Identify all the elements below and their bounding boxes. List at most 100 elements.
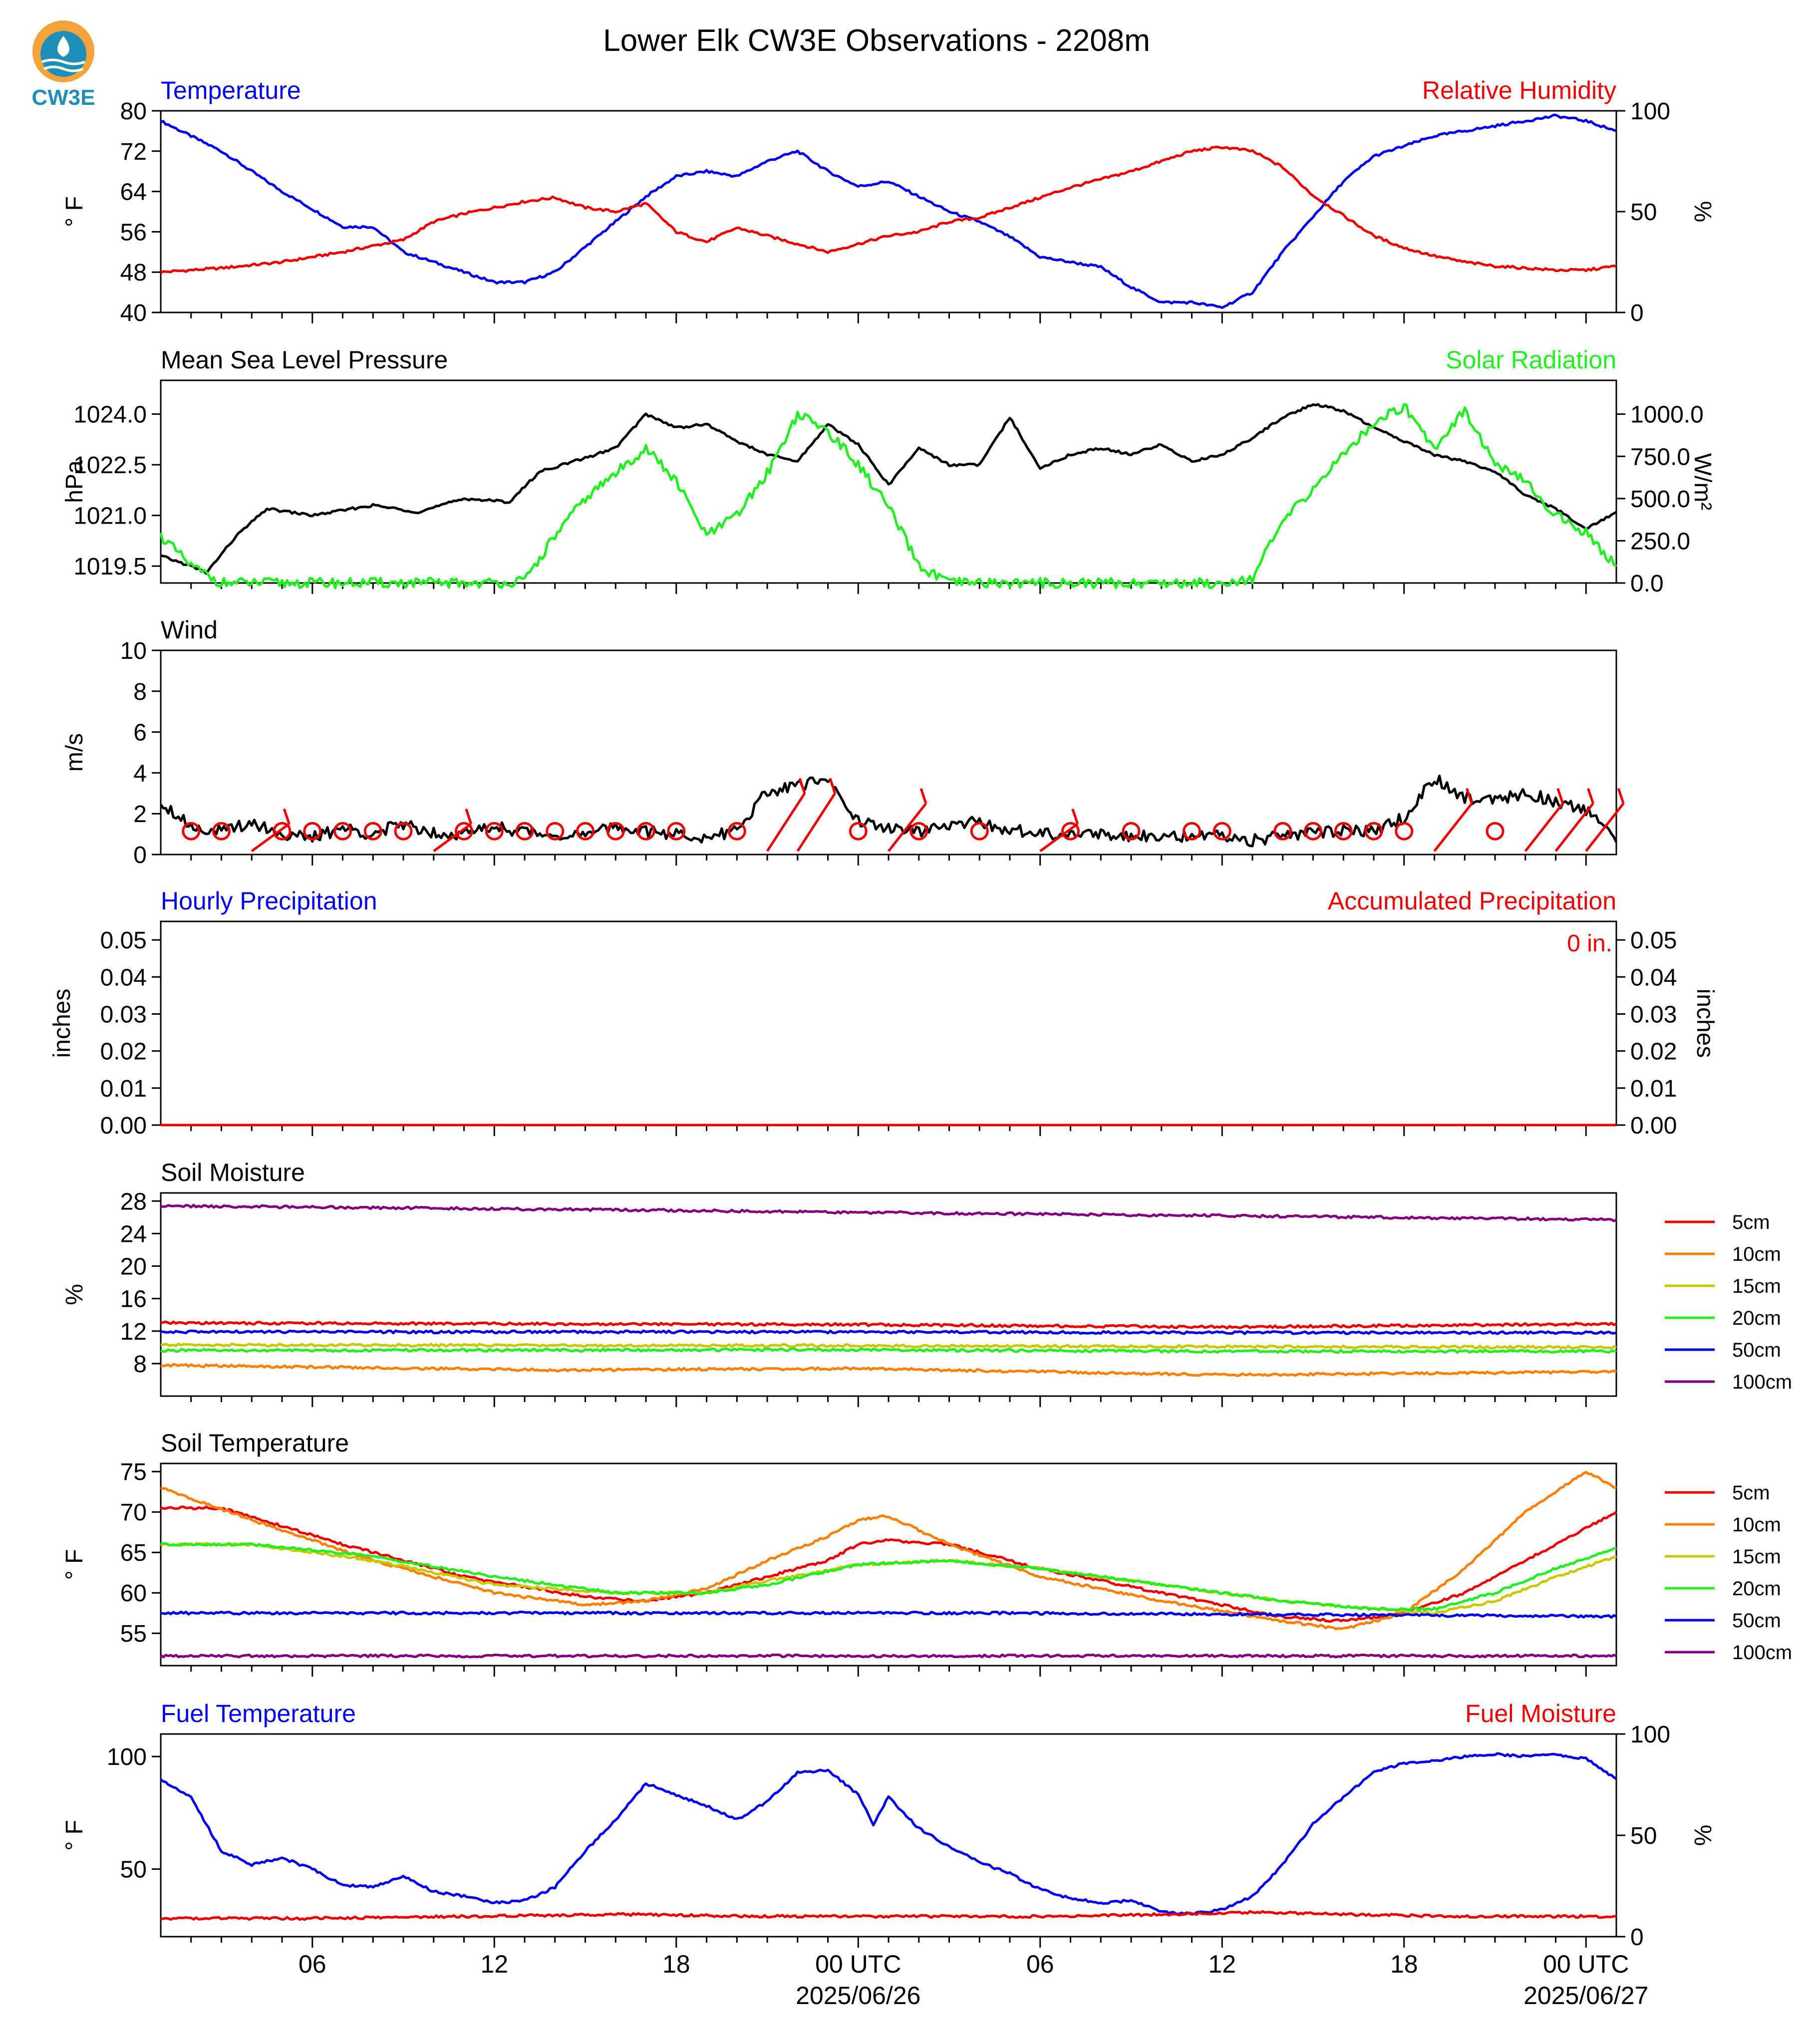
ytick-label-right: 250.0 xyxy=(1630,528,1690,555)
wind-barb-flag xyxy=(1466,788,1473,804)
ylabel-right: inches xyxy=(1692,989,1718,1058)
ytick-label-left: 6 xyxy=(133,720,147,746)
series-line-50cm xyxy=(160,1610,1617,1619)
ytick-label-left: 60 xyxy=(120,1580,147,1607)
ytick-label-right: 1000.0 xyxy=(1630,402,1704,428)
series-line-50cm xyxy=(160,1329,1617,1335)
wind-barb-flag xyxy=(919,788,927,804)
wind-barb-flag xyxy=(1556,788,1564,804)
ytick-label-left: 55 xyxy=(120,1621,147,1647)
ytick-label-left: 75 xyxy=(120,1459,147,1485)
wind-barb-calm xyxy=(636,822,655,841)
wind-barb-staff xyxy=(1433,803,1473,852)
ytick-label-left: 16 xyxy=(120,1286,147,1313)
panel-1: Temperature Relative Humidity 40 48 56 64 72 80… xyxy=(61,76,1716,326)
series-line xyxy=(159,403,1617,589)
ytick-label-left: 28 xyxy=(120,1188,147,1215)
ytick-label-left: 8 xyxy=(133,679,147,705)
wind-barb-flag xyxy=(829,778,837,794)
wind-barb-calm xyxy=(303,822,322,841)
ylabel-right: W/m² xyxy=(1689,453,1716,511)
wind-barb-calm xyxy=(1213,822,1231,841)
wind-barb-calm xyxy=(182,822,201,841)
series-line xyxy=(160,113,1617,309)
series-line-20cm xyxy=(160,1347,1617,1354)
legend-label-100cm: 100cm xyxy=(1732,1371,1792,1393)
ylabel-left: hPa xyxy=(61,460,88,503)
panel-2: Mean Sea Level Pressure Solar Radiation 10… xyxy=(61,346,1716,597)
panel-title-right: Accumulated Precipitation xyxy=(1328,887,1616,915)
panel-6: Soil Temperature 55 60 65 70 75 ° F 5cm 10cm 15cm… xyxy=(61,1429,1792,1677)
wind-barb-calm xyxy=(273,822,292,841)
cw3e-logo: CW3E xyxy=(26,14,101,110)
wind-barb-calm xyxy=(1334,822,1353,841)
panel-title-left: Temperature xyxy=(161,76,301,104)
ytick-label-left: 24 xyxy=(120,1221,147,1247)
panel-title-right: Relative Humidity xyxy=(1422,76,1616,104)
legend-label-15cm: 15cm xyxy=(1732,1546,1781,1568)
panel-title-left: Soil Moisture xyxy=(161,1159,305,1186)
ytick-label-left: 0.05 xyxy=(100,927,147,954)
series-line-15cm xyxy=(161,1342,1617,1350)
legend-label-50cm: 50cm xyxy=(1732,1610,1781,1632)
series-line-100cm xyxy=(160,1653,1617,1659)
series-line-10cm xyxy=(160,1470,1617,1630)
ytick-label-left: 0.02 xyxy=(100,1039,147,1065)
ytick-label-left: 0.01 xyxy=(100,1076,147,1102)
legend-label-10cm: 10cm xyxy=(1732,1514,1781,1536)
panel-title-right: Solar Radiation xyxy=(1446,346,1616,374)
legend-label-5cm: 5cm xyxy=(1732,1482,1770,1504)
wind-barb-calm xyxy=(667,822,686,841)
ytick-label-right: 100 xyxy=(1630,98,1670,125)
wind-barb-calm xyxy=(515,822,534,841)
wind-barb-flag xyxy=(283,808,291,825)
legend-label-50cm: 50cm xyxy=(1732,1339,1781,1361)
panels: Temperature Relative Humidity404856647280… xyxy=(49,76,1792,1951)
panel-title-left: Soil Temperature xyxy=(161,1429,349,1457)
ytick-label-left: 0.03 xyxy=(100,1001,147,1028)
xtick-date-label: 2025/06/26 xyxy=(796,1982,920,2010)
accumulated-precip-total: 0 in. xyxy=(1567,930,1612,957)
series-line-5cm xyxy=(160,1320,1617,1330)
legend-label-10cm: 10cm xyxy=(1732,1243,1781,1265)
series-line xyxy=(159,774,1618,848)
ylabel-left: m/s xyxy=(61,733,88,772)
wind-barb-calm xyxy=(333,822,352,841)
ylabel-left: ° F xyxy=(61,196,88,227)
wind-barb-calm xyxy=(1122,822,1141,841)
ylabel-left: inches xyxy=(49,989,75,1058)
ytick-label-left: 48 xyxy=(120,260,147,286)
wind-barb-staff xyxy=(796,792,836,852)
ylabel-left: ° F xyxy=(61,1549,88,1580)
ytick-label-left: 2 xyxy=(133,801,147,828)
ytick-label-right: 0 xyxy=(1630,300,1644,326)
wind-barb-staff xyxy=(1585,803,1625,852)
ytick-label-left: 4 xyxy=(133,760,147,787)
wind-barb-staff xyxy=(766,792,806,852)
ytick-label-left: 0.00 xyxy=(100,1113,147,1139)
wind-barb-calm xyxy=(1183,822,1201,841)
xtick-label: 12 xyxy=(480,1950,508,1978)
ytick-label-left: 40 xyxy=(120,300,147,326)
ytick-label-left: 64 xyxy=(120,179,147,206)
wind-barb-calm xyxy=(970,822,989,841)
wind-barb-staff xyxy=(251,823,290,853)
ytick-label-right: 0.03 xyxy=(1630,1001,1677,1028)
ytick-label-right: 500.0 xyxy=(1630,486,1690,513)
series-line xyxy=(160,145,1617,274)
panel-title-left: Hourly Precipitation xyxy=(161,887,377,915)
ytick-label-left: 20 xyxy=(120,1254,147,1280)
wind-barb-flag xyxy=(1071,808,1079,825)
legend-label-20cm: 20cm xyxy=(1732,1578,1781,1600)
wind-barb-staff xyxy=(1554,803,1594,852)
series-line-20cm xyxy=(161,1542,1617,1612)
panel-title-left: Fuel Temperature xyxy=(161,1700,356,1728)
ytick-label-right: 0 xyxy=(1630,1924,1644,1951)
wind-barb-flag xyxy=(798,778,806,794)
ytick-label-left: 1022.5 xyxy=(73,452,147,479)
ytick-label-left: 56 xyxy=(120,219,147,246)
wind-barb-calm xyxy=(546,822,565,841)
wind-barb-staff xyxy=(1039,823,1079,853)
plot-frame xyxy=(160,920,1617,1126)
